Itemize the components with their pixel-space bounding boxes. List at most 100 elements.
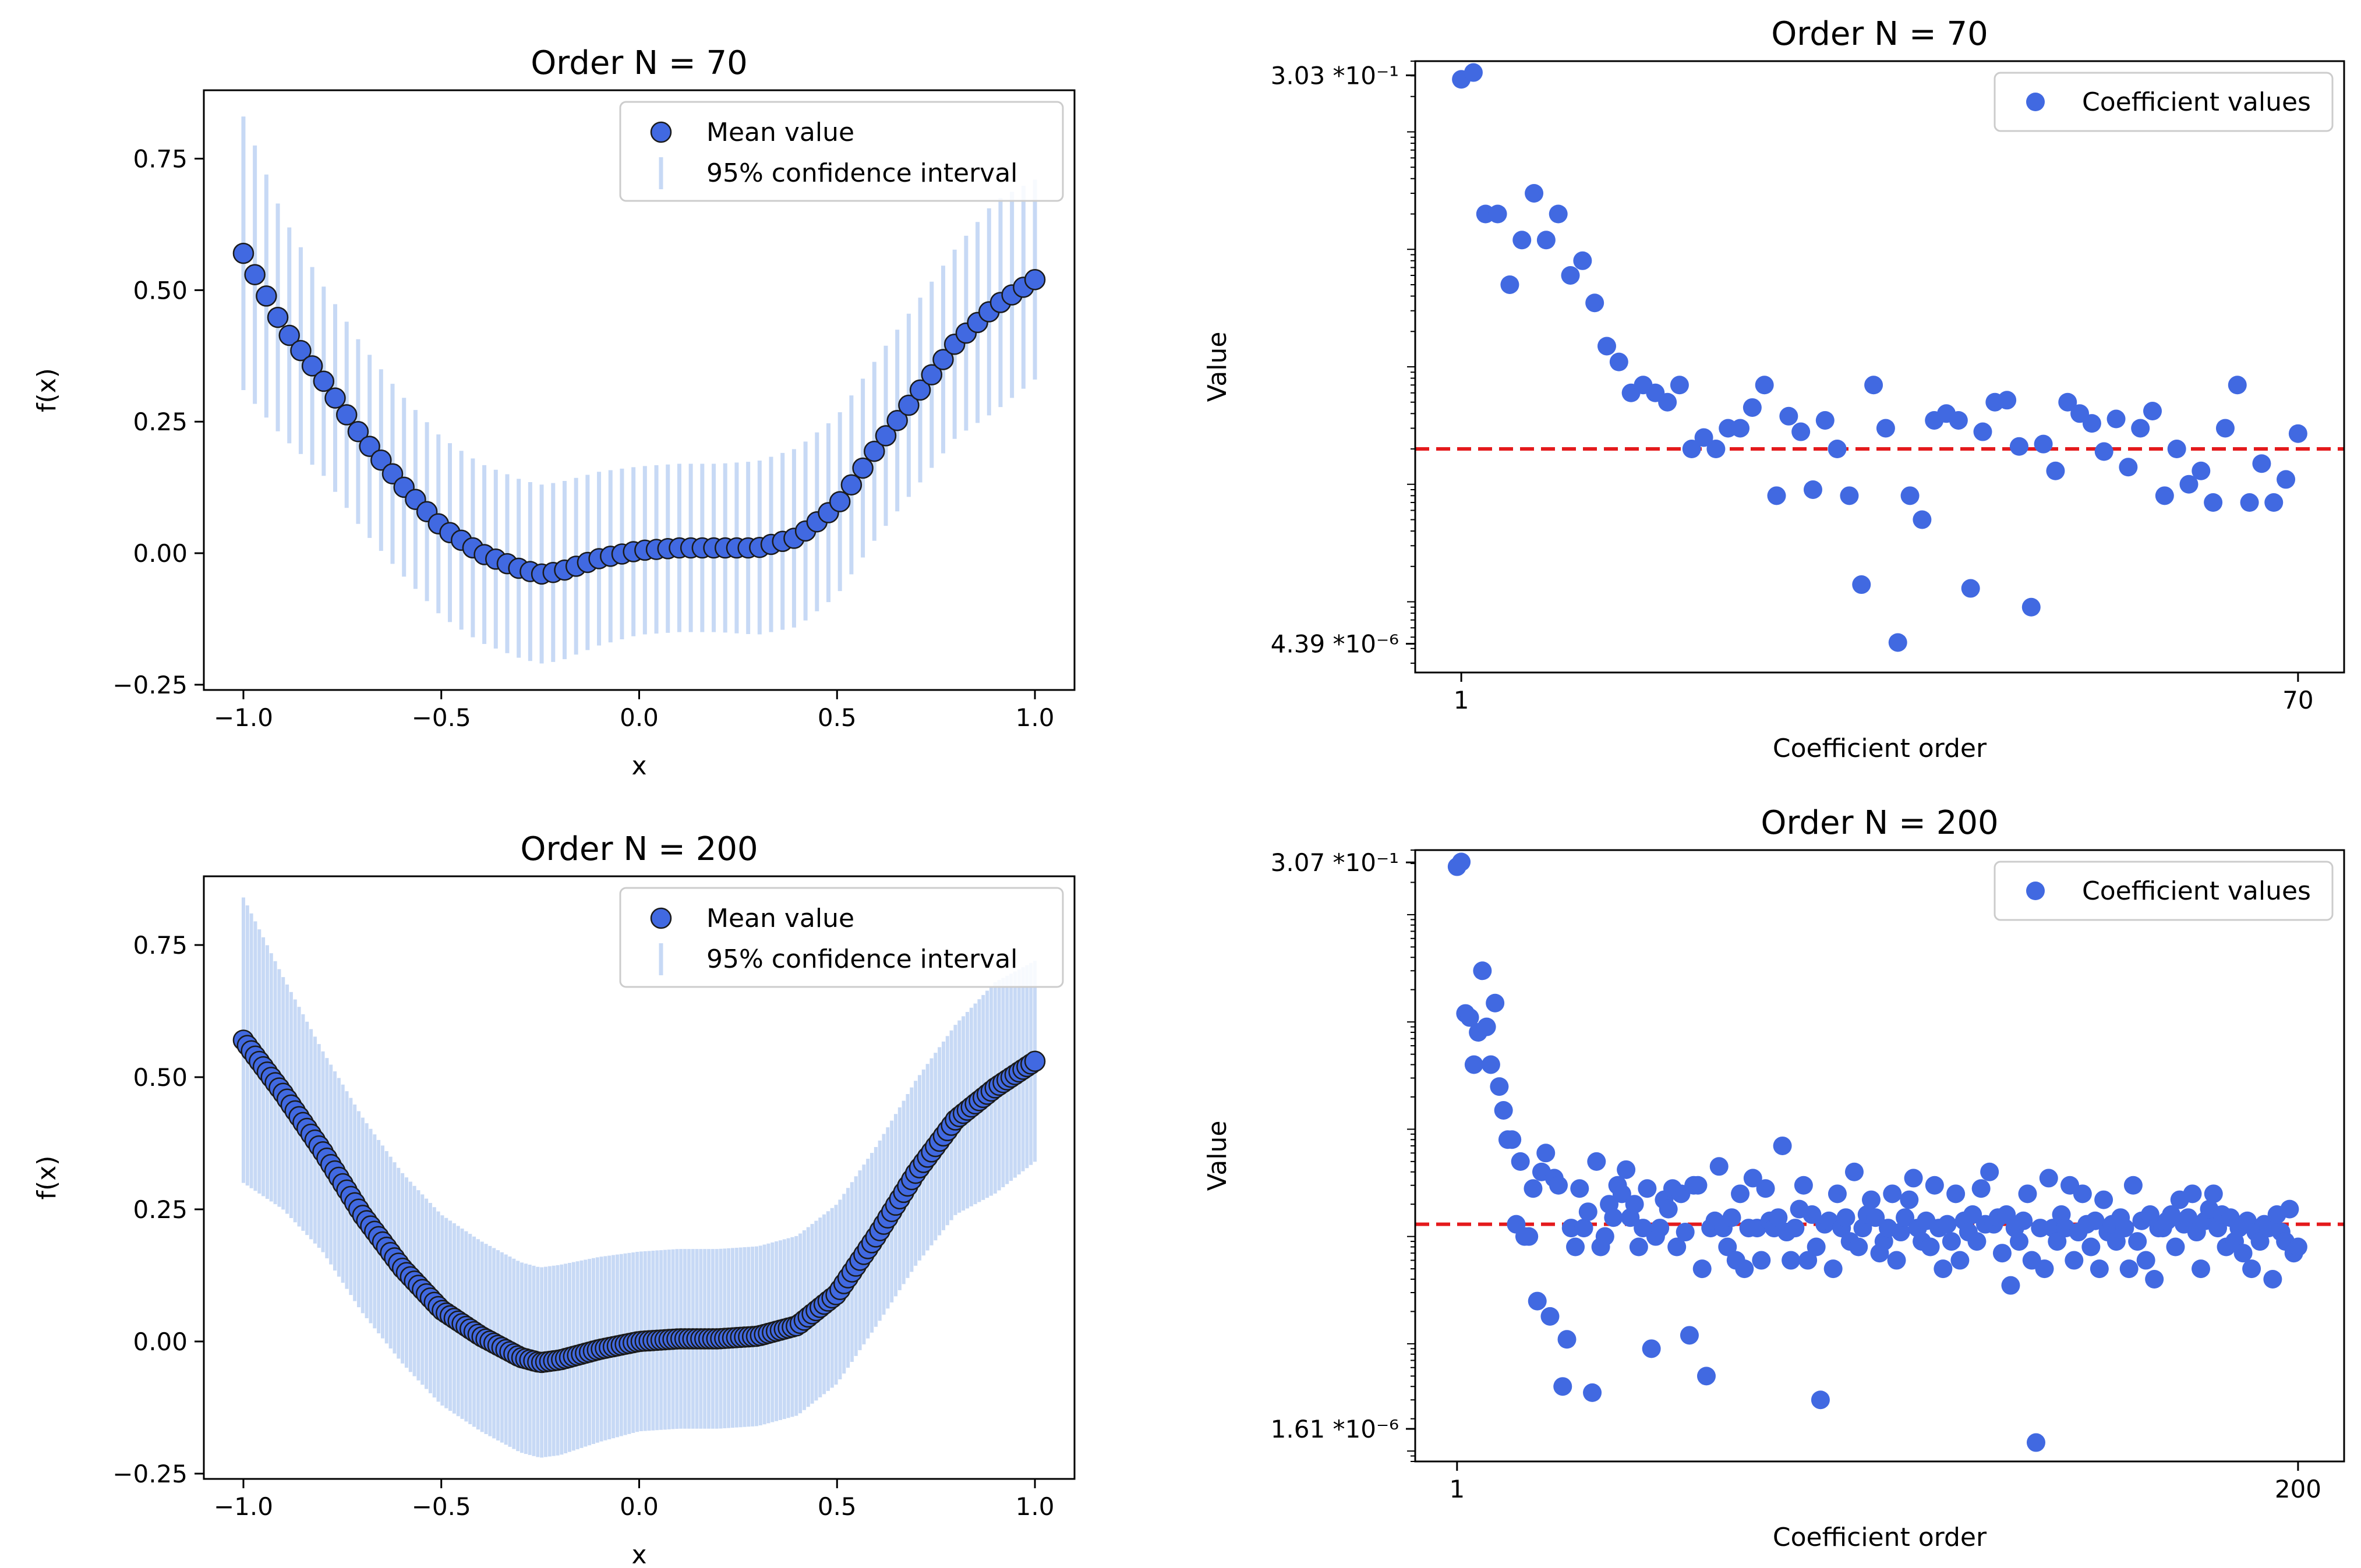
coefficient-point <box>1883 1184 1902 1204</box>
coefficient-point <box>1904 1169 1923 1188</box>
coefficient-point <box>1731 419 1750 438</box>
coefficient-point <box>1900 486 1920 505</box>
x-tick-label: 1 <box>1454 686 1469 714</box>
coefficient-point <box>1849 1237 1868 1256</box>
coefficient-point <box>1525 183 1544 203</box>
mean-value-points <box>232 242 1046 585</box>
mean-point <box>932 349 954 370</box>
coefficient-point <box>2131 419 2150 438</box>
y-axis-label: Value <box>1203 332 1232 402</box>
coefficient-point <box>1755 376 1774 395</box>
coefficient-point <box>1570 1179 1589 1198</box>
y-tick-label: 0.00 <box>133 539 188 568</box>
coefficient-point <box>1583 1383 1602 1402</box>
coefficient-point <box>2106 1232 2126 1251</box>
coefficient-point <box>2167 440 2186 459</box>
mean-point <box>875 425 897 447</box>
mean-point <box>278 324 300 346</box>
coefficient-point <box>1980 1162 1999 1181</box>
coefficient-point <box>1574 1219 1593 1238</box>
mean-point <box>840 474 863 496</box>
coefficient-point <box>1557 1330 1577 1349</box>
coefficient-point <box>1791 422 1811 441</box>
legend-marker-mean <box>650 121 672 143</box>
coefficient-point <box>1786 1219 1805 1238</box>
x-tick-label: 1.0 <box>1016 1492 1055 1521</box>
legend-label-mean: Mean value <box>706 118 854 147</box>
coefficient-point <box>1549 1176 1568 1195</box>
coefficient-point <box>2252 454 2271 473</box>
coefficient-point <box>1861 1190 1881 1209</box>
coefficient-point <box>1609 352 1628 371</box>
coefficient-point <box>1743 1169 1762 1188</box>
coefficient-point <box>1540 1307 1560 1326</box>
coefficient-point <box>2026 1433 2045 1452</box>
x-tick-label: 1.0 <box>1016 703 1055 732</box>
legend-marker <box>2026 882 2045 900</box>
x-axis-label: x <box>631 751 646 781</box>
coefficient-point <box>1876 419 1895 438</box>
coefficient-point <box>1963 1205 1982 1224</box>
coefficient-point <box>1464 63 1483 82</box>
coefficient-point <box>1494 1100 1513 1120</box>
coefficient-point <box>1891 1223 1910 1242</box>
coefficient-point <box>1578 1202 1597 1222</box>
coefficient-point <box>1488 204 1507 224</box>
coefficient-point <box>1490 1077 1509 1096</box>
coefficient-point <box>2143 402 2162 421</box>
coefficient-point <box>1769 1208 1788 1227</box>
mean-point <box>829 491 851 512</box>
coefficient-point <box>1913 510 1932 529</box>
mean-point <box>267 306 289 328</box>
y-tick-label: 0.75 <box>133 931 188 960</box>
coefficient-point <box>1722 1208 1741 1227</box>
coefficient-point <box>2242 1259 2261 1279</box>
coefficient-point <box>2094 442 2113 461</box>
panel-bottom-left: −1.0 −0.5 0.0 0.5 1.0 −0.25 0.00 0.25 0.50 0.75 Or… <box>32 830 1076 1568</box>
mean-point <box>359 436 380 457</box>
coefficient-point <box>2263 1269 2282 1289</box>
coefficient-point <box>2240 493 2259 512</box>
coefficient-point <box>1900 1190 1919 1209</box>
y-tick-label: 3.07 *10⁻¹ <box>1271 848 1399 877</box>
coefficient-point <box>2166 1237 2185 1256</box>
coefficient-point <box>1997 1205 2016 1224</box>
coefficient-point <box>2046 461 2065 480</box>
coefficient-point <box>1706 440 1726 459</box>
panel-top-left: −1.0 −0.5 0.0 0.5 1.0 −0.25 0.00 0.25 0.50 0.75 Or… <box>32 44 1076 781</box>
coefficient-point <box>2204 493 2223 512</box>
coefficient-point <box>2039 1169 2058 1188</box>
y-tick-label: 0.00 <box>133 1328 188 1356</box>
coefficient-point <box>1767 486 1786 505</box>
coefficient-point <box>1553 1377 1572 1396</box>
coefficient-point <box>2288 424 2307 443</box>
coefficient-point <box>1625 1195 1644 1214</box>
coefficient-point <box>2034 434 2053 454</box>
legend: Mean value 95% confidence interval <box>619 887 1064 988</box>
coefficient-point <box>1971 1179 1991 1198</box>
coefficient-point <box>1670 376 1689 395</box>
coefficient-point <box>2014 1211 2033 1230</box>
coefficient-point <box>1888 633 1907 652</box>
legend: Coefficient values <box>1994 861 2334 921</box>
coefficient-point <box>1973 422 1992 441</box>
coefficient-point <box>2119 458 2138 477</box>
mean-point <box>244 264 266 286</box>
coefficient-point <box>1934 1259 1953 1279</box>
coefficient-point <box>1840 486 1859 505</box>
coefficient-point <box>1650 1219 1670 1238</box>
coefficient-point <box>1512 231 1532 250</box>
y-minor-ticks <box>1407 61 1415 664</box>
y-tick-label: 1.61 *10⁻⁶ <box>1271 1415 1399 1443</box>
coefficient-point <box>1731 1184 1750 1204</box>
coefficient-point <box>2058 392 2077 412</box>
coefficient-point <box>2140 1205 2159 1224</box>
mean-value-points <box>232 1029 1046 1374</box>
coefficient-point <box>1896 1208 1915 1227</box>
coefficient-point <box>1828 1184 1847 1204</box>
coefficient-point <box>1511 1152 1530 1171</box>
coefficient-point <box>2018 1184 2037 1204</box>
coefficient-point <box>1946 1184 1966 1204</box>
coefficient-point <box>2288 1237 2307 1256</box>
